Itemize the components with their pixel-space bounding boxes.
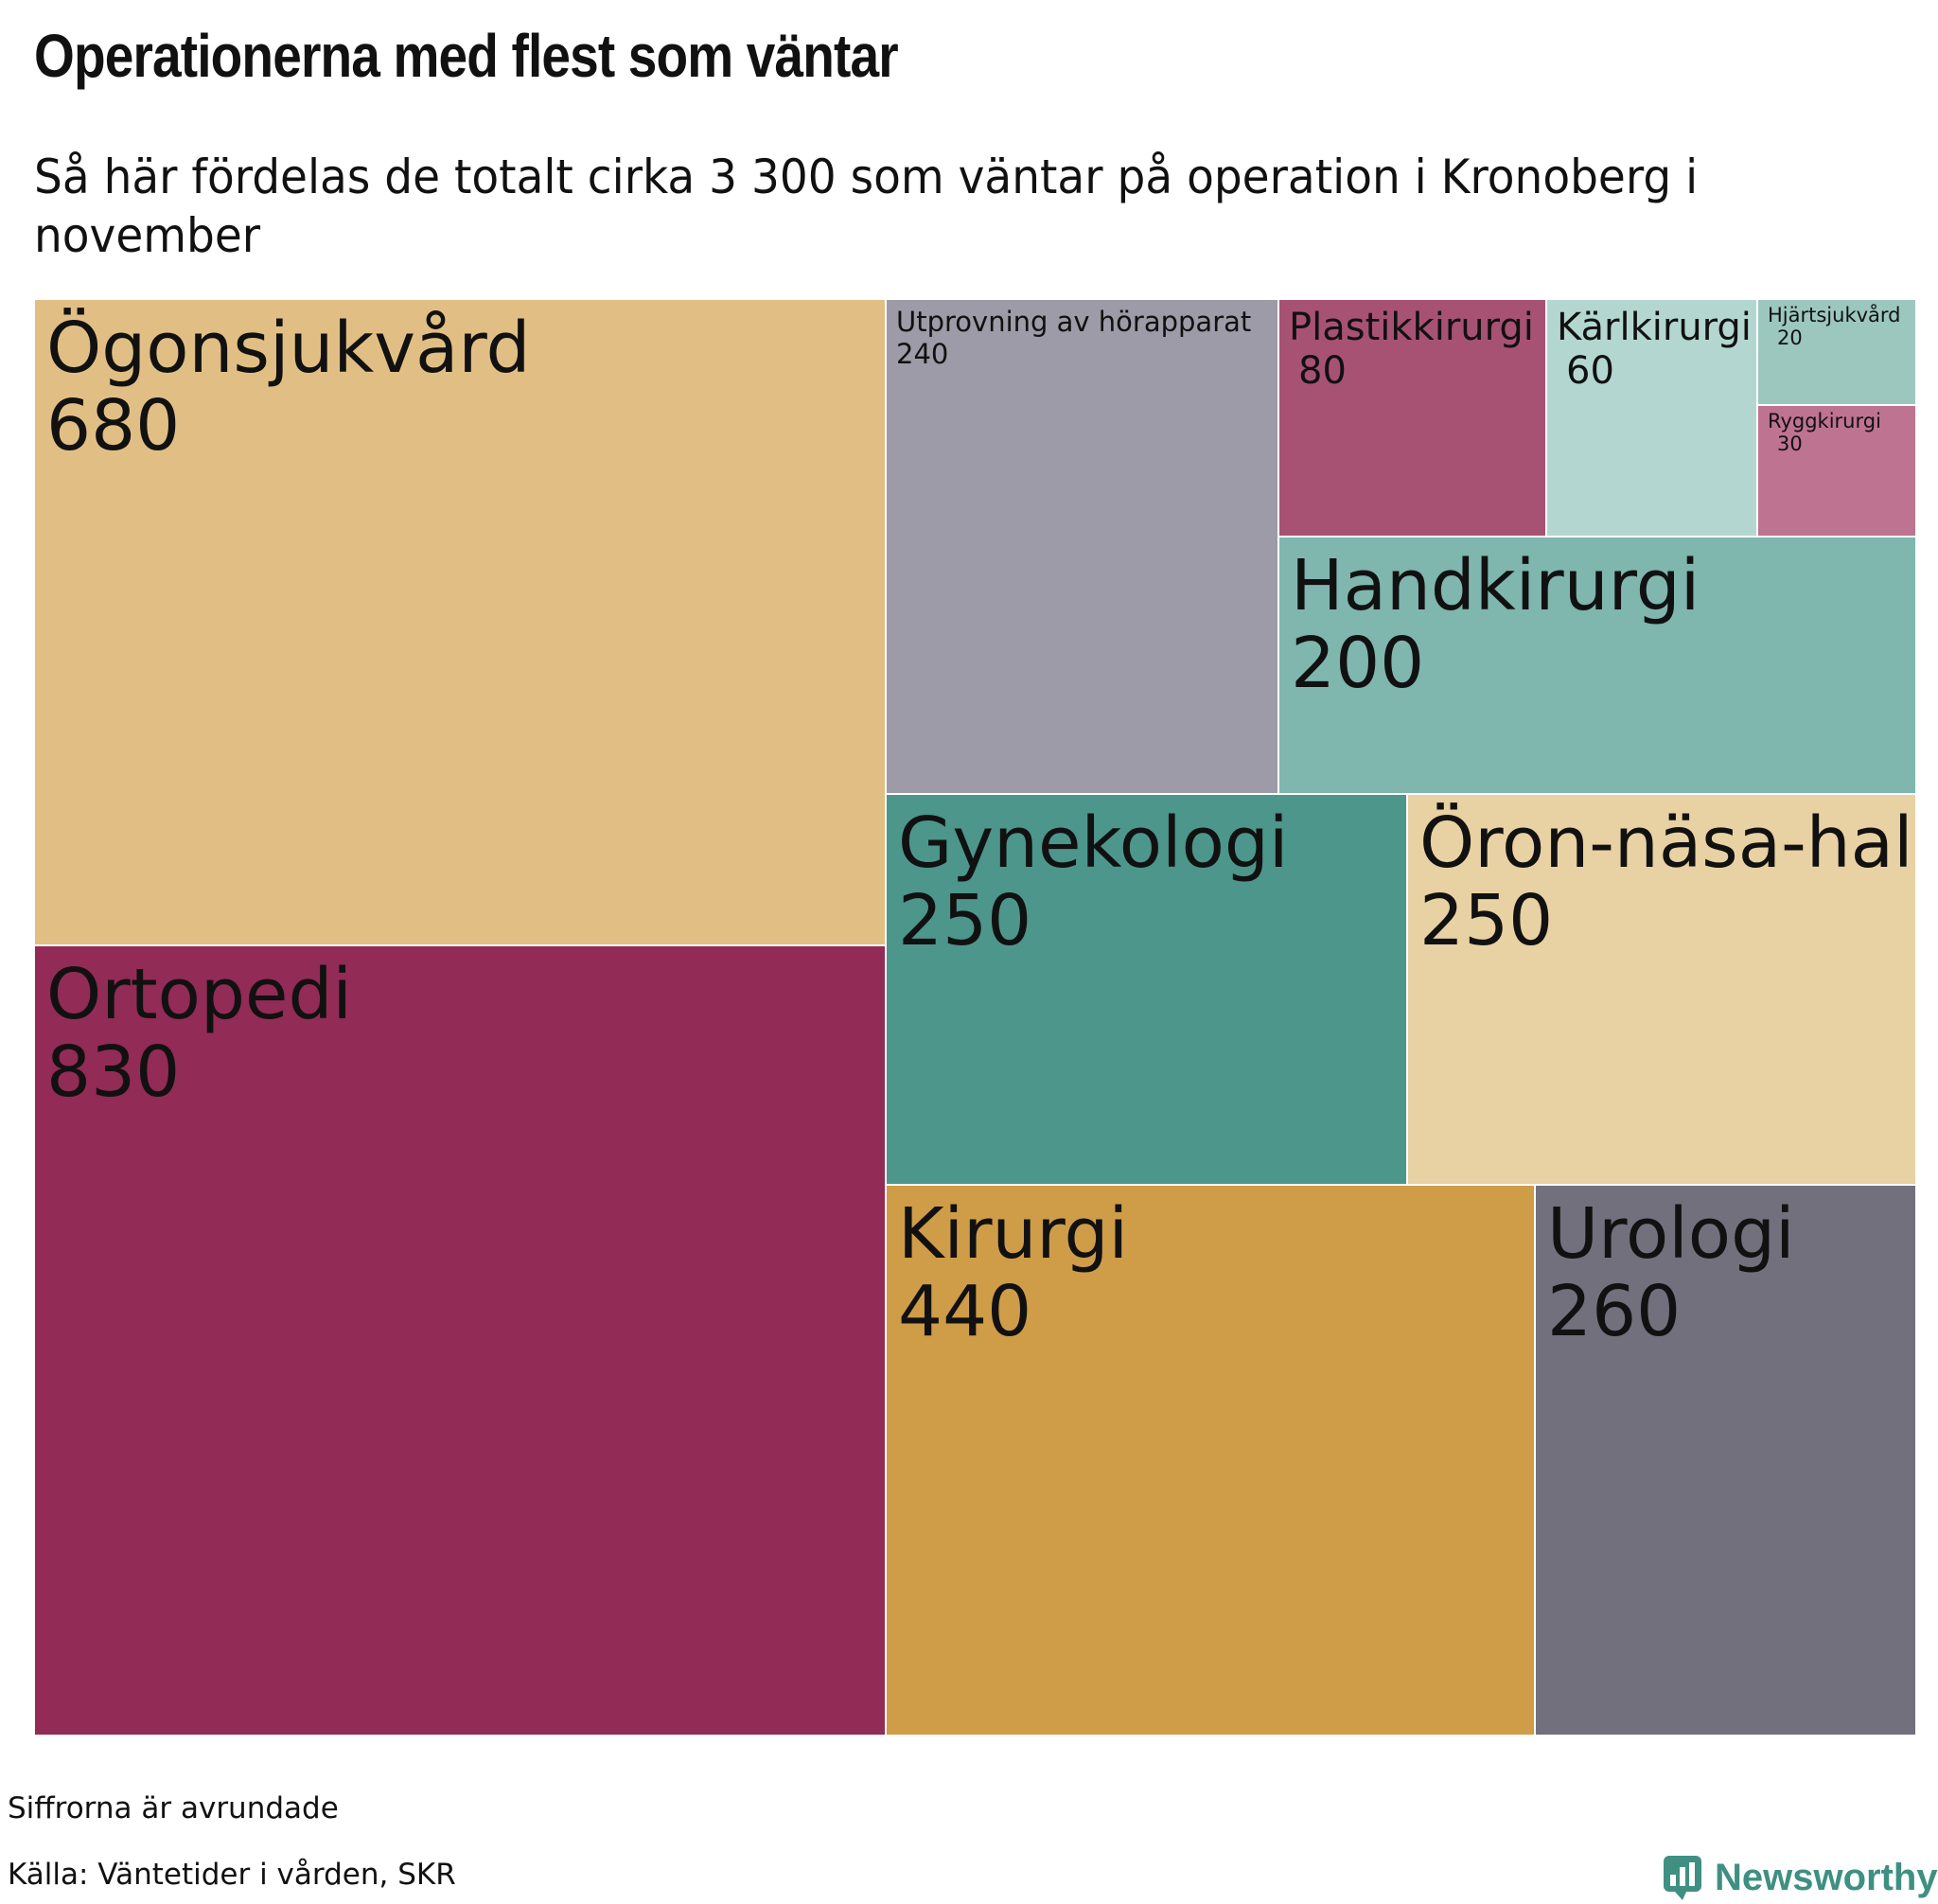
tile-value-ogonsjukvard: 680 xyxy=(46,385,181,467)
tile-name-kirurgi: Kirurgi xyxy=(898,1193,1129,1275)
tile-label-handkirurgi: Handkirurgi 200 xyxy=(1291,547,1700,702)
tile-value-kirurgi: 440 xyxy=(898,1271,1032,1352)
tile-label-gynekologi: Gynekologi 250 xyxy=(898,804,1288,960)
tile-name-ogonsjukvard: Ögonsjukvård xyxy=(46,308,531,389)
tile-label-urologi: Urologi 260 xyxy=(1547,1195,1795,1350)
rounding-note: Siffrorna är avrundade xyxy=(8,1791,339,1825)
tile-value-hjartsjukvard: 20 xyxy=(1777,326,1803,349)
treemap-tile-ogonsjukvard: Ögonsjukvård 680 xyxy=(34,299,886,945)
tile-value-utprovning-av-horapparat: 240 xyxy=(896,338,949,370)
tile-name-ryggkirurgi: Ryggkirurgi xyxy=(1768,410,1881,432)
tile-name-handkirurgi: Handkirurgi xyxy=(1291,545,1700,626)
tile-name-ortopedi: Ortopedi xyxy=(46,954,352,1035)
tile-name-karlkirurgi: Kärlkirurgi xyxy=(1557,306,1752,349)
treemap-tile-handkirurgi: Handkirurgi 200 xyxy=(1278,537,1916,794)
tile-label-utprovning-av-horapparat: Utprovning av hörapparat 240 xyxy=(896,306,1251,370)
treemap-tile-karlkirurgi: Kärlkirurgi 60 xyxy=(1546,299,1757,537)
tile-label-plastikkirurgi: Plastikkirurgi 80 xyxy=(1289,306,1534,393)
tile-value-ortopedi: 830 xyxy=(46,1031,181,1113)
treemap-tile-hjartsjukvard: Hjärtsjukvård 20 xyxy=(1757,299,1916,405)
tile-label-karlkirurgi: Kärlkirurgi 60 xyxy=(1557,306,1752,393)
tile-name-utprovning-av-horapparat: Utprovning av hörapparat xyxy=(896,306,1252,338)
treemap-tile-ryggkirurgi: Ryggkirurgi 30 xyxy=(1757,405,1916,537)
tile-value-gynekologi: 250 xyxy=(898,880,1032,961)
newsworthy-logo-icon xyxy=(1664,1856,1701,1900)
tile-value-oron-nasa-hals: 250 xyxy=(1419,880,1554,961)
tile-name-hjartsjukvard: Hjärtsjukvård xyxy=(1768,304,1901,326)
treemap-tile-ortopedi: Ortopedi 830 xyxy=(34,945,886,1736)
tile-name-plastikkirurgi: Plastikkirurgi xyxy=(1289,306,1534,349)
treemap-tile-plastikkirurgi: Plastikkirurgi 80 xyxy=(1278,299,1546,537)
tile-label-ryggkirurgi: Ryggkirurgi 30 xyxy=(1768,410,1881,455)
tile-label-hjartsjukvard: Hjärtsjukvård 20 xyxy=(1768,304,1901,349)
tile-value-plastikkirurgi: 80 xyxy=(1298,349,1347,393)
tile-value-urologi: 260 xyxy=(1547,1271,1682,1352)
tile-label-oron-nasa-hals: Öron-näsa-hals 250 xyxy=(1419,802,1916,961)
treemap-tile-urologi: Urologi 260 xyxy=(1535,1185,1916,1736)
tile-label-ogonsjukvard: Ögonsjukvård 680 xyxy=(46,309,531,465)
tile-name-gynekologi: Gynekologi xyxy=(898,802,1289,884)
tile-label-kirurgi: Kirurgi 440 xyxy=(898,1195,1128,1350)
treemap-tile-oron-nasa-hals: Öron-näsa-hals 250 xyxy=(1407,794,1916,1185)
tile-value-ryggkirurgi: 30 xyxy=(1777,432,1803,455)
brand-name: Newsworthy xyxy=(1715,1856,1938,1898)
tile-value-handkirurgi: 200 xyxy=(1291,623,1425,704)
source-note: Källa: Väntetider i vården, SKR xyxy=(8,1858,456,1892)
treemap-tile-utprovning-av-horapparat: Utprovning av hörapparat 240 xyxy=(886,299,1278,794)
brand-logo: Newsworthy xyxy=(1662,1851,1938,1904)
chart-subtitle: Så här fördelas de totalt cirka 3 300 so… xyxy=(34,150,1699,263)
treemap: Ögonsjukvård 680 Ortopedi 830 Utprovning av … xyxy=(34,299,1916,1736)
tile-label-ortopedi: Ortopedi 830 xyxy=(46,956,352,1111)
tile-name-urologi: Urologi xyxy=(1547,1193,1795,1275)
tile-value-karlkirurgi: 60 xyxy=(1566,349,1614,393)
tile-name-oron-nasa-hals: Öron-näsa-hals xyxy=(1419,802,1916,884)
treemap-tile-gynekologi: Gynekologi 250 xyxy=(886,794,1407,1185)
chart-title: Operationerna med flest som väntar xyxy=(34,22,899,90)
treemap-tile-kirurgi: Kirurgi 440 xyxy=(886,1185,1535,1736)
